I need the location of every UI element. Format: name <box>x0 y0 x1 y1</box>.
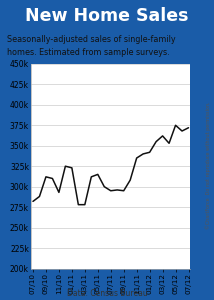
Text: Data: Census Bureau: Data: Census Bureau <box>67 289 147 298</box>
Text: Seasonally-adjusted sales of single-family
homes. Estimated from sample surveys.: Seasonally-adjusted sales of single-fami… <box>7 35 176 57</box>
Text: ©ChartForce  Do not reproduce without permission.: ©ChartForce Do not reproduce without per… <box>206 101 211 229</box>
Text: New Home Sales: New Home Sales <box>25 7 189 25</box>
